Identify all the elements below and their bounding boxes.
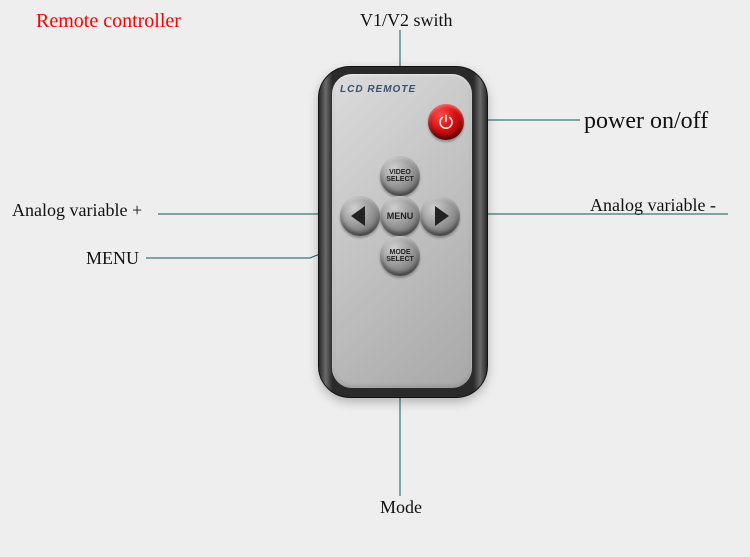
label-analog-plus: Analog variable + [12,200,142,221]
power-icon [437,113,455,131]
power-button[interactable] [428,104,464,140]
diagram-stage: Remote controller V1/V2 swith power on/o… [0,0,750,557]
label-analog-minus: Analog variable - [590,195,716,216]
arrow-right-icon [435,206,449,226]
mode-select-line1: MODE [390,249,411,256]
arrow-left-icon [351,206,365,226]
mode-select-button[interactable]: MODE SELECT [380,236,420,276]
label-power: power on/off [584,108,708,135]
right-arrow-button[interactable] [420,196,460,236]
label-mode: Mode [380,497,422,518]
left-arrow-button[interactable] [340,196,380,236]
video-select-line1: VIDEO [389,169,411,176]
mode-select-line2: SELECT [386,256,414,263]
video-select-button[interactable]: VIDEO SELECT [380,156,420,196]
menu-button[interactable]: MENU [380,196,420,236]
label-v1v2: V1/V2 swith [360,10,453,31]
label-menu: MENU [86,248,139,269]
menu-button-label: MENU [387,212,414,221]
video-select-line2: SELECT [386,176,414,183]
diagram-title: Remote controller [36,10,181,33]
lcd-remote-label: LCD REMOTE [340,84,416,95]
